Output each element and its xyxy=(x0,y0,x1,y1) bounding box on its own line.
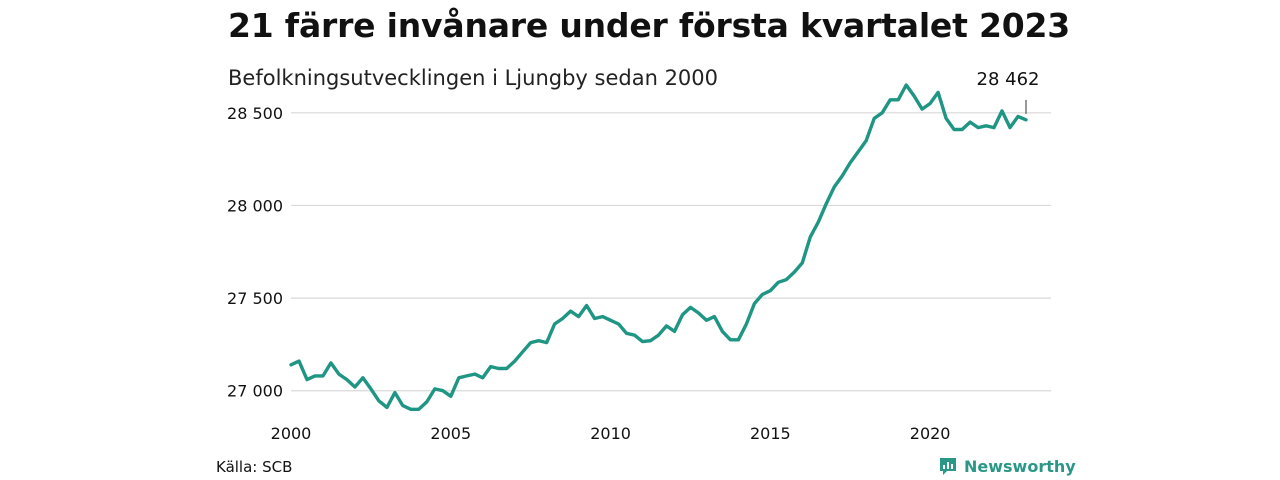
x-tick-label: 2000 xyxy=(271,424,312,443)
chart-title: 21 färre invånare under första kvartalet… xyxy=(228,6,1071,45)
x-tick-label: 2005 xyxy=(430,424,471,443)
y-axis-tick-labels: 27 000 27 500 28 000 28 500 xyxy=(227,104,283,401)
x-tick-label: 2010 xyxy=(590,424,631,443)
x-tick-label: 2020 xyxy=(910,424,951,443)
bar-chart-speech-bubble-icon xyxy=(940,458,956,475)
brand-name: Newsworthy xyxy=(964,456,1076,476)
x-tick-label: 2015 xyxy=(750,424,791,443)
annotation-label: 28 462 xyxy=(977,69,1040,90)
y-tick-label: 28 000 xyxy=(227,196,283,215)
y-tick-label: 28 500 xyxy=(227,104,283,123)
chart-subtitle: Befolkningsutvecklingen i Ljungby sedan … xyxy=(228,66,719,90)
source-note: Källa: SCB xyxy=(216,458,293,476)
series-line xyxy=(289,83,1028,411)
y-tick-label: 27 000 xyxy=(227,382,283,401)
x-axis-tick-labels: 2000 2005 2010 2015 2020 xyxy=(271,424,951,443)
gridlines xyxy=(291,112,1051,392)
y-tick-label: 27 500 xyxy=(227,289,283,308)
brand-logo[interactable]: Newsworthy xyxy=(938,456,1076,476)
